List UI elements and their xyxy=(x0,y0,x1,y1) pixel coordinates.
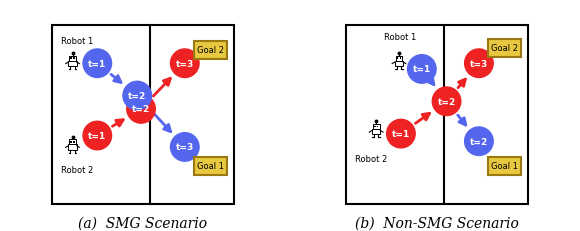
Bar xyxy=(68,145,77,150)
Text: Goal 2: Goal 2 xyxy=(491,44,518,53)
Text: t=1: t=1 xyxy=(413,65,431,74)
Bar xyxy=(73,141,75,143)
Bar xyxy=(397,58,398,60)
Bar xyxy=(69,56,76,61)
Bar xyxy=(70,141,72,143)
Circle shape xyxy=(127,95,155,124)
Text: t=2: t=2 xyxy=(128,92,146,101)
Text: t=3: t=3 xyxy=(470,59,488,68)
Circle shape xyxy=(408,55,436,84)
Bar xyxy=(69,140,76,145)
Circle shape xyxy=(432,88,461,116)
Bar xyxy=(395,61,403,67)
Bar xyxy=(70,58,72,60)
Bar xyxy=(194,42,227,60)
Text: t=1: t=1 xyxy=(88,131,106,140)
Text: t=3: t=3 xyxy=(176,59,194,68)
Circle shape xyxy=(83,122,111,150)
Bar xyxy=(400,58,401,60)
Bar xyxy=(488,157,521,175)
Bar xyxy=(377,126,379,128)
Text: t=2: t=2 xyxy=(437,97,456,106)
Bar xyxy=(396,56,403,61)
Circle shape xyxy=(123,82,151,110)
Text: Goal 2: Goal 2 xyxy=(197,46,224,55)
Bar xyxy=(373,125,379,130)
Bar xyxy=(374,126,376,128)
Text: Robot 1: Robot 1 xyxy=(61,37,93,46)
Bar xyxy=(488,40,521,58)
Circle shape xyxy=(387,120,415,148)
Text: Robot 1: Robot 1 xyxy=(384,33,416,42)
Text: t=3: t=3 xyxy=(176,143,194,152)
Text: Robot 2: Robot 2 xyxy=(355,154,387,163)
Text: t=2: t=2 xyxy=(132,105,150,114)
Text: Goal 1: Goal 1 xyxy=(197,162,224,171)
Text: Robot 2: Robot 2 xyxy=(61,166,93,174)
Bar xyxy=(372,130,380,135)
Circle shape xyxy=(171,133,199,161)
Text: (b)  Non-SMG Scenario: (b) Non-SMG Scenario xyxy=(355,216,519,229)
Text: Goal 1: Goal 1 xyxy=(491,162,518,171)
Bar xyxy=(73,58,75,60)
Circle shape xyxy=(465,128,493,156)
Text: t=2: t=2 xyxy=(470,137,488,146)
Circle shape xyxy=(171,50,199,78)
Text: t=1: t=1 xyxy=(392,130,410,139)
Text: (a)  SMG Scenario: (a) SMG Scenario xyxy=(78,216,208,229)
Text: t=1: t=1 xyxy=(88,59,106,68)
Bar xyxy=(194,157,227,175)
Circle shape xyxy=(83,50,111,78)
Circle shape xyxy=(465,50,493,78)
Bar xyxy=(68,61,77,67)
